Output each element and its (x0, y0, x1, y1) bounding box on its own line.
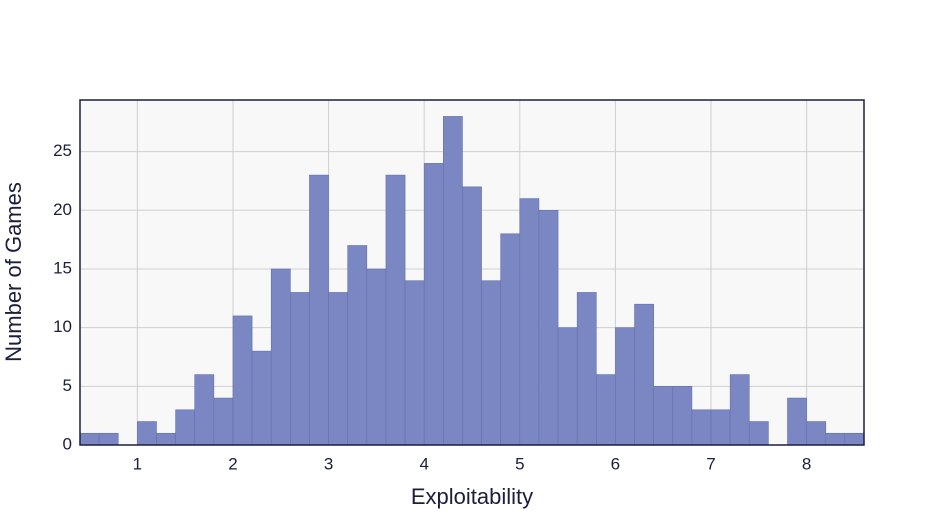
y-tick-label: 20 (53, 200, 72, 219)
bar (175, 409, 196, 446)
bar (576, 292, 597, 446)
bar (309, 174, 329, 446)
bar (691, 409, 712, 446)
y-tick-label: 25 (53, 141, 72, 160)
bar (672, 386, 693, 446)
x-tick-label: 6 (611, 454, 620, 473)
bar (423, 163, 444, 446)
bar (634, 303, 654, 446)
bar (156, 432, 176, 446)
bar (481, 280, 501, 446)
bar (232, 315, 253, 446)
bar (98, 432, 119, 446)
bar (194, 374, 215, 446)
x-tick-label: 4 (419, 454, 428, 473)
bar (748, 421, 769, 446)
y-axis-title: Number of Games (1, 182, 26, 362)
y-tick-label: 10 (53, 317, 72, 336)
bar (290, 292, 310, 446)
bar (79, 432, 100, 446)
bar (806, 421, 827, 446)
bar (251, 350, 272, 446)
x-tick-label: 1 (133, 454, 142, 473)
bar (385, 174, 406, 446)
bar (270, 268, 291, 446)
x-tick-label: 2 (228, 454, 237, 473)
bar (519, 198, 540, 446)
x-tick-label: 3 (324, 454, 333, 473)
bar (729, 374, 750, 446)
bar (844, 432, 865, 446)
y-tick-label: 0 (63, 434, 72, 453)
bar (404, 280, 425, 446)
bars (79, 116, 865, 446)
bar (500, 233, 521, 446)
bar (366, 268, 387, 446)
x-tick-label: 8 (802, 454, 811, 473)
y-tick-label: 5 (63, 376, 72, 395)
x-tick-label: 5 (515, 454, 524, 473)
y-tick-label: 15 (53, 258, 72, 277)
bar (595, 374, 616, 446)
bar (328, 292, 349, 446)
bar (443, 116, 463, 446)
x-axis-title: Exploitability (411, 484, 533, 509)
bar (787, 397, 807, 446)
bar (615, 327, 635, 446)
bar (653, 386, 674, 446)
bar (213, 397, 234, 446)
plot-border (79, 99, 865, 446)
bar (710, 409, 731, 446)
x-tick-label: 7 (706, 454, 715, 473)
bar (538, 210, 559, 446)
bar (347, 245, 368, 446)
bar (462, 186, 482, 446)
bar (825, 432, 846, 446)
bar (137, 421, 157, 446)
bar (557, 327, 578, 446)
